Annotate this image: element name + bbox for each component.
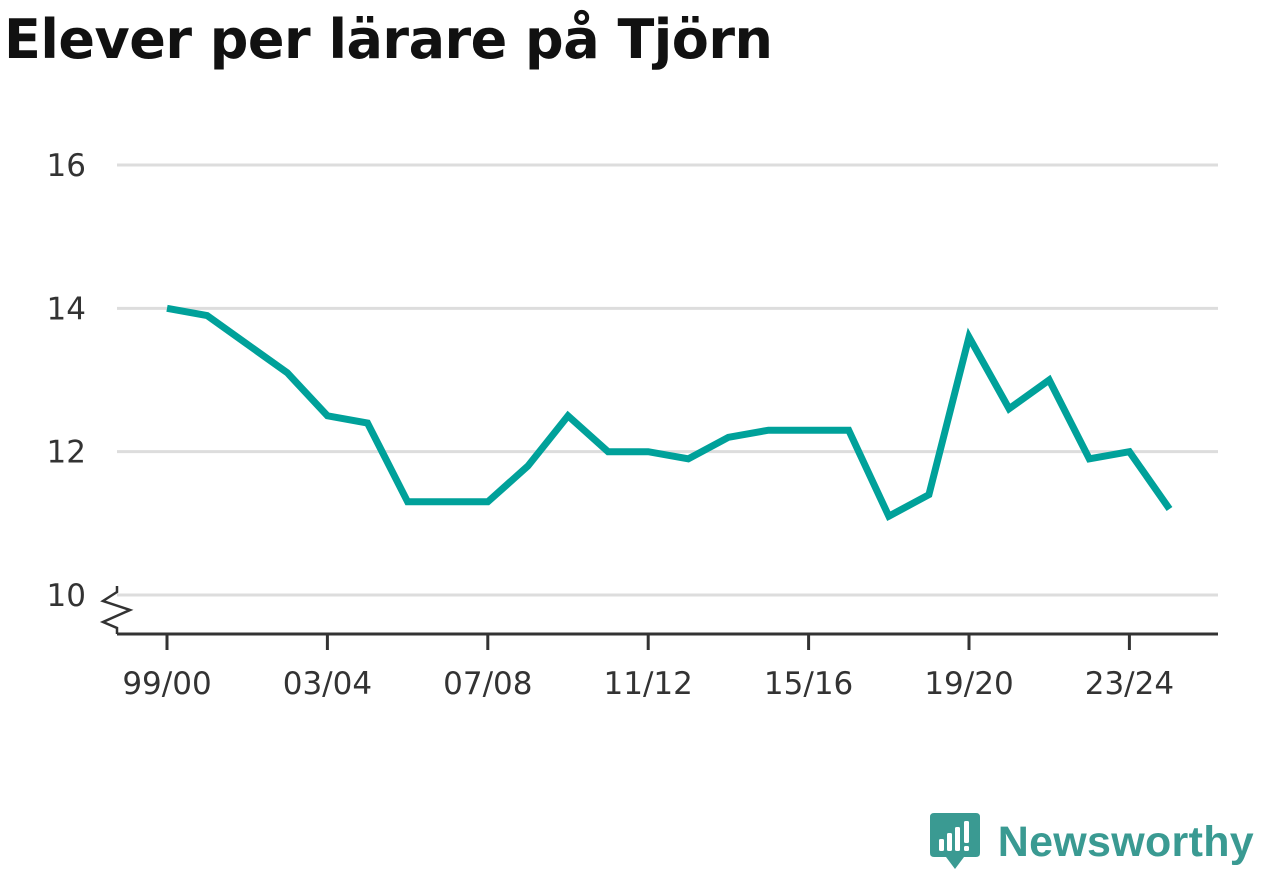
brand-name: Newsworthy (997, 817, 1254, 866)
x-tick-label: 19/20 (924, 666, 1013, 702)
y-axis-labels: 10 12 14 16 (47, 148, 86, 614)
newsworthy-logo-icon (929, 813, 980, 869)
x-axis-labels: 99/00 03/04 07/08 11/12 15/16 19/20 23/24 (122, 666, 1174, 702)
x-tick-label: 07/08 (443, 666, 532, 702)
axis-break-mark (99, 586, 134, 634)
x-tick-label: 11/12 (604, 666, 693, 702)
x-tick-label: 03/04 (283, 666, 372, 702)
x-tick-label: 15/16 (764, 666, 853, 702)
brand-logo: Newsworthy (929, 813, 1254, 871)
y-tick-label: 14 (47, 291, 86, 327)
x-tick-label: 99/00 (122, 666, 211, 702)
x-axis (99, 586, 1218, 650)
chart-title: Elever per lärare på Tjörn (4, 8, 773, 71)
x-tick-label: 23/24 (1085, 666, 1174, 702)
y-tick-label: 10 (47, 578, 86, 614)
series-line (166, 304, 1173, 522)
y-tick-label: 16 (47, 148, 86, 184)
series-group (166, 304, 1173, 522)
y-tick-label: 12 (47, 435, 86, 471)
